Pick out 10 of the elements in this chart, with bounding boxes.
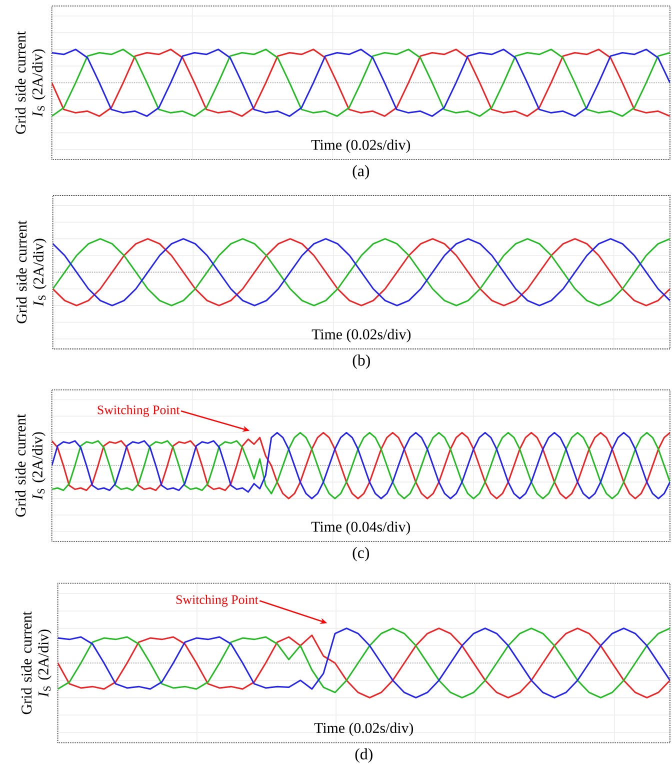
text: (b)	[352, 354, 370, 369]
text: Switching Point	[176, 594, 258, 607]
x-axis-title: Time (0.02s/div)	[311, 139, 410, 153]
x-axis-title: Time (0.02s/div)	[314, 722, 414, 736]
text: Switching Point	[98, 405, 180, 417]
text: (d)	[355, 748, 372, 763]
text: (c)	[352, 546, 370, 562]
x-axis-title: Time (0.04s/div)	[311, 521, 410, 535]
x-axis-title: Time (0.02s/div)	[312, 328, 411, 342]
text: (a)	[352, 165, 370, 180]
